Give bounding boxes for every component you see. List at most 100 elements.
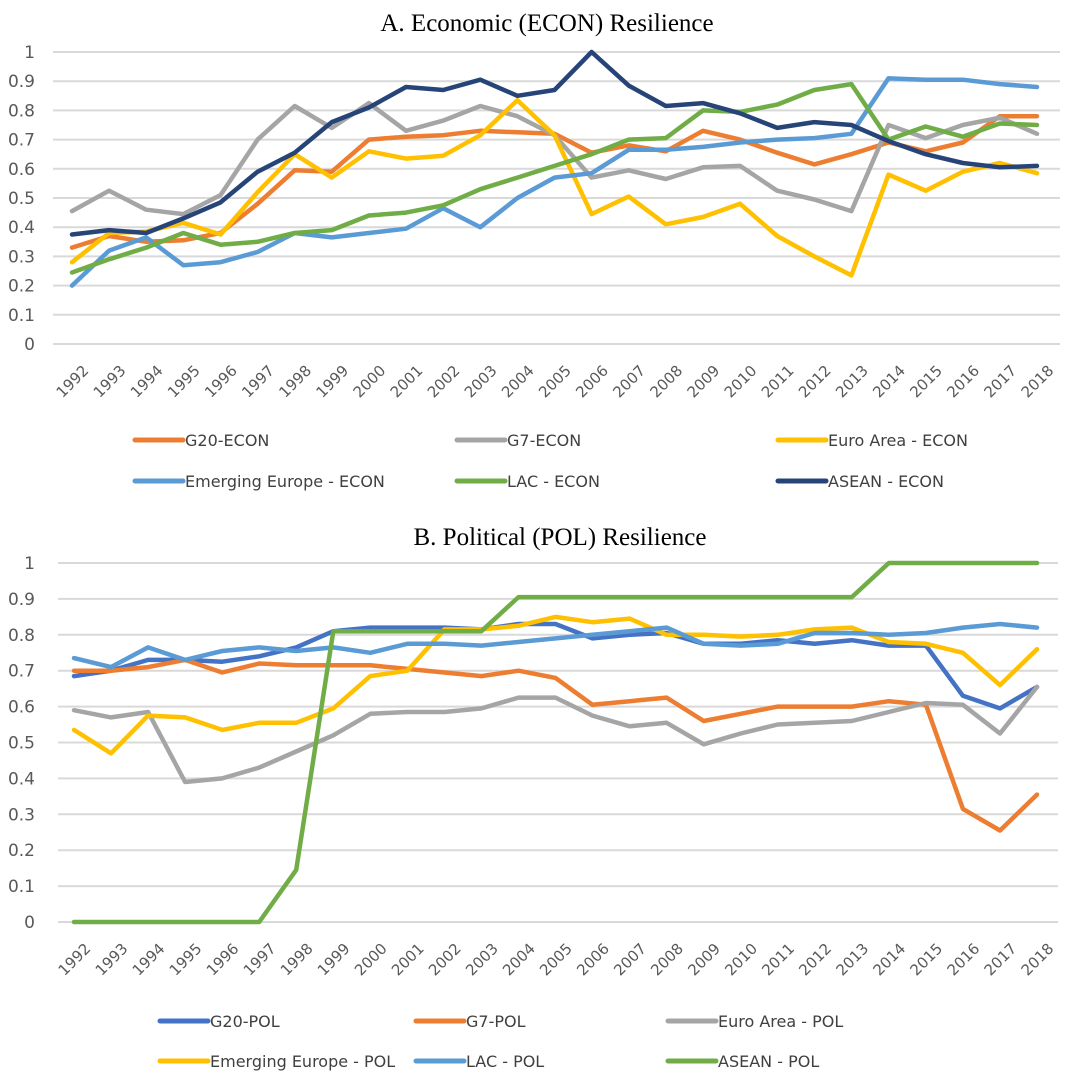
- x-tick-label: 2001: [387, 362, 427, 402]
- legend-label: LAC - POL: [466, 1052, 544, 1071]
- y-tick-label: 1: [24, 554, 35, 574]
- x-tick-label: 2002: [424, 362, 464, 402]
- y-tick-label: 1: [24, 43, 35, 63]
- x-tick-label: 1993: [90, 362, 130, 402]
- x-tick-label: 1996: [203, 940, 243, 980]
- legend-label: G7-ECON: [507, 431, 581, 450]
- x-tick-label: 1993: [92, 940, 132, 980]
- legend-label: G20-POL: [210, 1012, 280, 1031]
- x-tick-label: 2000: [350, 362, 390, 402]
- economic-resilience-chart-svg: A. Economic (ECON) Resilience 0 0.1 0.2 0.3…: [8, 10, 1060, 491]
- series-line-emerging-europe-econ: [69, 76, 1040, 288]
- y-tick-label: 0: [24, 335, 35, 355]
- y-tick-label: 0.4: [8, 769, 35, 789]
- x-tick-label: 2005: [535, 362, 575, 402]
- y-tick-label: 0.1: [8, 877, 35, 897]
- legend-label: ASEAN - ECON: [828, 472, 944, 491]
- series-line-asean-pol: [71, 560, 1040, 925]
- y-axis-ticks: 0 0.1 0.2 0.3 0.4 0.5 0.6 0.7 0.8 0.9 1: [8, 43, 35, 355]
- x-tick-label: 2017: [981, 362, 1021, 402]
- chart-title: A. Economic (ECON) Resilience: [380, 10, 713, 37]
- x-tick-label: 2007: [609, 362, 649, 402]
- legend-item-emerging-europe-econ: Emerging Europe - ECON: [132, 472, 385, 491]
- series-line-g20-pol: [71, 621, 1040, 711]
- y-tick-label: 0.1: [8, 306, 35, 326]
- y-tick-label: 0.3: [8, 805, 35, 825]
- series-line-lac-econ: [69, 81, 1040, 275]
- x-tick-label: 1998: [277, 940, 317, 980]
- x-tick-label: 2006: [573, 940, 613, 980]
- x-axis-ticks: 1992199319941995199619971998199920002001…: [55, 940, 1058, 980]
- x-tick-label: 1997: [240, 940, 280, 980]
- legend-item-euro-area-econ: Euro Area - ECON: [775, 431, 968, 450]
- legend-item-euro-area-pol: Euro Area - POL: [665, 1012, 843, 1031]
- x-tick-label: 1995: [166, 940, 206, 980]
- legend-item-g7-econ: G7-ECON: [454, 431, 581, 450]
- legend-label: G20-ECON: [185, 431, 269, 450]
- x-tick-label: 2003: [461, 362, 501, 402]
- x-tick-label: 2013: [832, 940, 872, 980]
- series-line-asean-econ: [69, 49, 1040, 237]
- series-line-g7-pol: [71, 657, 1040, 833]
- legend-label: Euro Area - POL: [718, 1012, 843, 1031]
- y-tick-label: 0.3: [8, 247, 35, 267]
- chart-title: B. Political (POL) Resilience: [413, 524, 706, 551]
- x-axis-ticks: 1992199319941995199619971998199920002001…: [53, 362, 1058, 402]
- series-line-euro-area-pol: [71, 684, 1040, 785]
- x-tick-label: 2004: [499, 940, 539, 980]
- x-tick-label: 2010: [721, 940, 761, 980]
- legend-label: G7-POL: [466, 1012, 526, 1031]
- x-tick-label: 1999: [314, 940, 354, 980]
- x-tick-label: 1999: [312, 362, 352, 402]
- y-tick-label: 0.9: [8, 72, 35, 92]
- y-tick-label: 0.7: [8, 131, 35, 151]
- x-tick-label: 2001: [388, 940, 428, 980]
- series-line-lac-pol: [71, 621, 1040, 670]
- y-tick-label: 0.6: [8, 160, 35, 180]
- y-tick-label: 0.5: [8, 189, 35, 209]
- x-tick-label: 1992: [55, 940, 95, 980]
- legend-item-g20-pol: G20-POL: [157, 1012, 280, 1031]
- x-tick-label: 2000: [351, 940, 391, 980]
- legend-item-asean-econ: ASEAN - ECON: [775, 472, 944, 491]
- economic-resilience-chart: A. Economic (ECON) Resilience 0 0.1 0.2 0.3…: [0, 0, 1080, 510]
- x-tick-label: 2002: [425, 940, 465, 980]
- x-tick-label: 2004: [498, 362, 538, 402]
- legend-label: ASEAN - POL: [718, 1052, 819, 1071]
- y-tick-label: 0.5: [8, 734, 35, 754]
- y-tick-label: 0.9: [8, 590, 35, 610]
- x-tick-label: 1997: [238, 362, 278, 402]
- y-tick-label: 0.2: [8, 841, 35, 861]
- x-tick-label: 2005: [536, 940, 576, 980]
- x-tick-label: 2009: [684, 362, 724, 402]
- y-tick-label: 0.2: [8, 277, 35, 297]
- series-lines: [71, 560, 1040, 925]
- x-tick-label: 1996: [201, 362, 241, 402]
- political-resilience-chart-svg: B. Political (POL) Resilience 0 0.1 0.2 0.3…: [8, 524, 1058, 1071]
- x-tick-label: 2011: [758, 362, 798, 402]
- y-tick-label: 0.8: [8, 626, 35, 646]
- series-line-euro-area-econ: [69, 97, 1040, 278]
- x-tick-label: 2015: [906, 362, 946, 402]
- y-tick-label: 0.6: [8, 698, 35, 718]
- x-tick-label: 2010: [721, 362, 761, 402]
- x-tick-label: 2017: [981, 940, 1021, 980]
- series-lines: [69, 49, 1040, 288]
- x-tick-label: 1994: [129, 940, 169, 980]
- y-tick-label: 0.8: [8, 101, 35, 121]
- x-tick-label: 2012: [795, 362, 835, 402]
- legend: G20-POL G7-POL Euro Area - POL Emerging Eur…: [157, 1012, 843, 1071]
- x-tick-label: 2008: [647, 940, 687, 980]
- x-tick-label: 2014: [869, 362, 909, 402]
- y-tick-label: 0: [24, 913, 35, 933]
- x-tick-label: 1994: [127, 362, 167, 402]
- y-axis-ticks: 0 0.1 0.2 0.3 0.4 0.5 0.6 0.7 0.8 0.9 1: [8, 554, 35, 933]
- x-tick-label: 2003: [462, 940, 502, 980]
- legend-label: Emerging Europe - POL: [210, 1052, 395, 1071]
- x-tick-label: 2014: [869, 940, 909, 980]
- legend-item-emerging-europe-pol: Emerging Europe - POL: [157, 1052, 395, 1071]
- legend-label: Emerging Europe - ECON: [185, 472, 385, 491]
- x-tick-label: 2015: [907, 940, 947, 980]
- legend-item-asean-pol: ASEAN - POL: [665, 1052, 819, 1071]
- y-tick-label: 0.7: [8, 662, 35, 682]
